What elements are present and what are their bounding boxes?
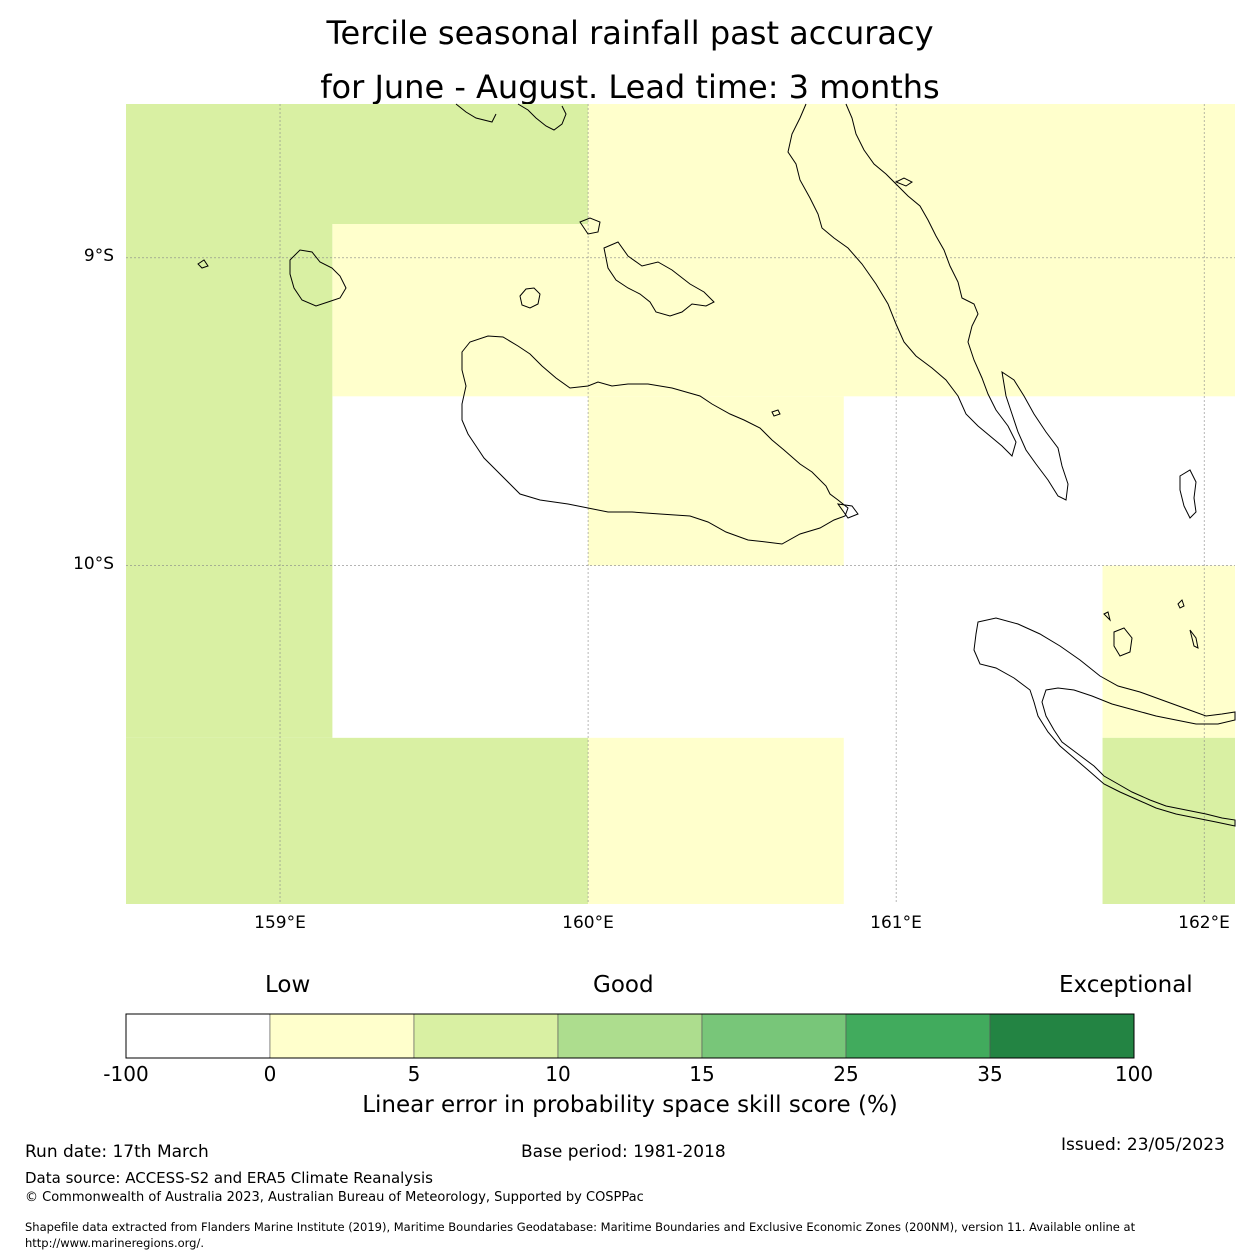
colorbar-segment xyxy=(413,1013,559,1059)
colorbar-tick: 5 xyxy=(407,1062,421,1086)
run-date: Run date: 17th March xyxy=(25,1142,209,1162)
colorbar-tick: 25 xyxy=(833,1062,859,1086)
grid-cell xyxy=(588,104,1235,224)
grid-cell xyxy=(126,224,333,738)
shapefile-credit-line-2: http://www.marineregions.org/. xyxy=(25,1236,204,1250)
chart-title: Tercile seasonal rainfall past accuracy … xyxy=(0,6,1260,114)
grid-cell xyxy=(126,104,589,224)
colorbar-tick: 35 xyxy=(977,1062,1003,1086)
colorbar-tick: 15 xyxy=(689,1062,715,1086)
colorbar-tick: 10 xyxy=(545,1062,571,1086)
colorbar-segment xyxy=(701,1013,847,1059)
category-low: Low xyxy=(265,972,311,998)
coastline-small-islet-4 xyxy=(1179,469,1197,519)
coastline-small-malaita xyxy=(1001,370,1069,501)
coastline-northern-islands xyxy=(455,103,567,131)
coastline-florida-islands xyxy=(603,241,715,317)
coastline-small-islet-1 xyxy=(579,217,601,235)
shapefile-credit-line-1: Shapefile data extracted from Flanders M… xyxy=(25,1220,1136,1234)
coastline-small-islet-10 xyxy=(771,409,781,417)
coastline-malaita xyxy=(787,103,1017,457)
colorbar-label: Linear error in probability space skill … xyxy=(362,1092,898,1118)
coastline-russell-islands xyxy=(289,249,347,307)
coastline-guadalcanal xyxy=(461,335,849,545)
colorbar-segment xyxy=(557,1013,703,1059)
coastline-small-islet-8 xyxy=(1103,611,1111,622)
category-exceptional: Exceptional xyxy=(1059,972,1193,998)
coastline-makira xyxy=(973,617,1236,827)
grid-cell xyxy=(126,737,589,904)
graticule xyxy=(126,104,1235,904)
grid-cell xyxy=(588,396,844,566)
base-period: Base period: 1981-2018 xyxy=(521,1142,726,1162)
coastline-small-islet-6 xyxy=(1189,629,1199,649)
coastlines xyxy=(197,103,1236,827)
colorbar xyxy=(125,1013,1135,1059)
colorbar-tick: -100 xyxy=(103,1062,149,1086)
title-line-2: for June - August. Lead time: 3 months xyxy=(320,68,940,106)
lon-label-160e: 160°E xyxy=(562,913,614,933)
coastline-small-islet-7 xyxy=(1177,599,1185,609)
colorbar-segment xyxy=(125,1013,271,1059)
lat-label-9s: 9°S xyxy=(83,246,114,266)
grid-cell xyxy=(588,737,844,904)
grid-cell xyxy=(332,224,1235,397)
colorbar-tick: 100 xyxy=(1114,1062,1154,1086)
coastline-small-islet-9 xyxy=(836,503,859,519)
lon-label-159e: 159°E xyxy=(254,913,306,933)
title-line-1: Tercile seasonal rainfall past accuracy xyxy=(326,14,934,52)
colorbar-segment xyxy=(845,1013,991,1059)
lon-label-162e: 162°E xyxy=(1178,913,1230,933)
coastline-savo xyxy=(519,287,541,309)
lat-label-10s: 10°S xyxy=(73,554,114,574)
category-good: Good xyxy=(593,972,654,998)
copyright: © Commonwealth of Australia 2023, Austra… xyxy=(25,1190,644,1205)
colorbar-segment xyxy=(989,1013,1135,1059)
issued-date: Issued: 23/05/2023 xyxy=(1061,1135,1225,1155)
data-source: Data source: ACCESS-S2 and ERA5 Climate … xyxy=(25,1169,433,1187)
coastline-small-islet-5 xyxy=(1113,627,1133,657)
grid-cell xyxy=(1102,737,1235,904)
colorbar-outline xyxy=(125,1013,1135,1059)
coastline-small-islet-2 xyxy=(197,259,209,269)
lon-label-161e: 161°E xyxy=(870,913,922,933)
skill-grid-cells xyxy=(126,104,1235,904)
grid-cell xyxy=(1102,565,1235,738)
colorbar-segment xyxy=(269,1013,415,1059)
coastline-small-islet-3 xyxy=(894,177,913,187)
colorbar-tick: 0 xyxy=(263,1062,277,1086)
